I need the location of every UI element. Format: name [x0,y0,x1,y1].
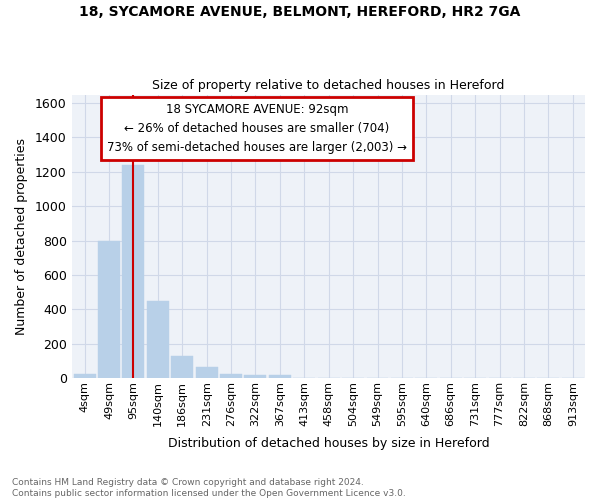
Bar [74,374,95,378]
Bar [98,240,120,378]
Bar [122,165,145,378]
Bar [220,374,242,378]
Bar [171,356,193,378]
X-axis label: Distribution of detached houses by size in Hereford: Distribution of detached houses by size … [168,437,490,450]
Bar [147,300,169,378]
Y-axis label: Number of detached properties: Number of detached properties [15,138,28,335]
Text: 18 SYCAMORE AVENUE: 92sqm
← 26% of detached houses are smaller (704)
73% of semi: 18 SYCAMORE AVENUE: 92sqm ← 26% of detac… [107,103,407,154]
Bar [196,367,218,378]
Text: 18, SYCAMORE AVENUE, BELMONT, HEREFORD, HR2 7GA: 18, SYCAMORE AVENUE, BELMONT, HEREFORD, … [79,5,521,19]
Bar [244,374,266,378]
Text: Contains HM Land Registry data © Crown copyright and database right 2024.
Contai: Contains HM Land Registry data © Crown c… [12,478,406,498]
Bar [269,374,291,378]
Title: Size of property relative to detached houses in Hereford: Size of property relative to detached ho… [152,79,505,92]
